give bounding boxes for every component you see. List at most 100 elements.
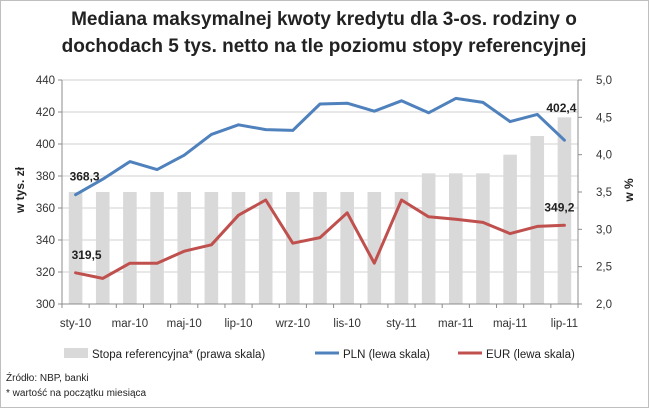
- bar-stopa: [231, 192, 246, 304]
- data-label-eur-last: 349,2: [544, 200, 574, 214]
- point-eur: [427, 215, 430, 218]
- bar-stopa: [557, 117, 572, 304]
- point-eur: [508, 232, 512, 235]
- y-axis-right-title: w %: [622, 178, 636, 203]
- y-left-tick-label: 300: [36, 299, 55, 311]
- y-right-tick-label: 3,5: [596, 187, 612, 199]
- chart-title-line1: Mediana maksymalnej kwoty kredytu dla 3-…: [71, 9, 577, 30]
- y-right-tick-label: 4,5: [596, 112, 612, 124]
- footnote: * wartość na początku miesiąca: [6, 388, 147, 399]
- axes: 300 320 340 360 380 400 420 440 2,0 2,5 3,0 3,5 4,0 4…: [36, 75, 612, 330]
- point-pln: [508, 120, 512, 123]
- point-eur: [237, 214, 240, 217]
- point-pln: [155, 168, 159, 171]
- point-eur: [318, 236, 322, 239]
- point-eur: [74, 271, 77, 274]
- point-pln: [183, 154, 186, 157]
- point-eur: [264, 198, 267, 202]
- source-note: Źródło: NBP, banki: [6, 371, 89, 384]
- point-pln: [210, 133, 213, 136]
- bar-stopa: [449, 173, 463, 304]
- y-left-tick-label: 400: [36, 139, 55, 151]
- line-series: [74, 96, 566, 280]
- legend-label-pln: PLN (lewa skala): [343, 349, 430, 361]
- bar-stopa: [421, 173, 436, 304]
- x-tick-label: sty-10: [60, 318, 91, 330]
- point-pln: [373, 110, 376, 113]
- point-eur: [101, 277, 104, 280]
- bar-stopa: [503, 154, 517, 304]
- y-right-tick-label: 3,0: [596, 224, 612, 236]
- point-pln: [237, 123, 240, 127]
- x-tick-label: maj-10: [167, 318, 202, 330]
- bar-stopa: [68, 192, 83, 304]
- point-pln: [345, 102, 349, 105]
- y-left-tick-label: 320: [36, 267, 55, 279]
- point-eur: [400, 198, 403, 202]
- x-tick-label: maj-11: [493, 318, 527, 330]
- point-pln: [74, 193, 77, 196]
- y-left-tick-label: 420: [36, 107, 55, 119]
- point-eur: [345, 211, 349, 214]
- bar-stopa: [150, 192, 164, 304]
- legend-label-stopa: Stopa referencyjna* (prawa skala): [92, 349, 265, 361]
- point-pln: [101, 178, 104, 181]
- y-right-tick-label: 2,0: [596, 299, 612, 311]
- point-eur: [373, 262, 376, 265]
- point-pln: [481, 101, 485, 104]
- bar-stopa: [177, 192, 191, 304]
- y-axis-left-title: w tys. zł: [13, 166, 27, 214]
- point-pln: [291, 129, 295, 132]
- data-label-pln-last: 402,4: [546, 101, 576, 115]
- legend-label-eur: EUR (lewa skala): [486, 349, 575, 361]
- bar-stopa: [394, 192, 409, 304]
- point-eur: [563, 224, 566, 227]
- point-pln: [536, 113, 539, 116]
- point-eur: [481, 221, 485, 224]
- point-pln: [427, 111, 430, 115]
- chart-title-line2: dochodach 5 tys. netto na tle poziomu st…: [62, 36, 587, 57]
- y-left-tick-label: 380: [36, 171, 55, 183]
- y-left-tick-label: 340: [36, 235, 55, 247]
- bar-stopa: [286, 192, 300, 304]
- x-tick-label: mar-11: [438, 318, 474, 330]
- point-pln: [454, 97, 457, 100]
- data-label-eur-first: 319,5: [72, 248, 102, 262]
- bar-stopa: [530, 136, 545, 304]
- bar-stopa: [123, 192, 137, 304]
- bar-series-stopa: [68, 117, 572, 304]
- point-pln: [264, 128, 267, 131]
- x-tick-label: lip-11: [551, 318, 578, 330]
- y-right-tick-label: 5,0: [596, 75, 612, 87]
- data-labels: 368,3 402,4 319,5 349,2: [70, 101, 577, 262]
- point-eur: [536, 225, 539, 228]
- bar-stopa: [367, 192, 382, 304]
- data-label-pln-first: 368,3: [70, 170, 100, 184]
- point-eur: [183, 250, 186, 253]
- point-eur: [291, 242, 295, 245]
- x-tick-label: lip-10: [224, 318, 252, 330]
- point-pln: [128, 160, 132, 163]
- point-pln: [318, 102, 322, 106]
- gridlines: [62, 79, 578, 273]
- x-tick-label: mar-10: [112, 318, 148, 330]
- point-eur: [210, 243, 213, 246]
- bar-stopa: [204, 192, 219, 304]
- point-pln: [563, 138, 566, 142]
- y-right-tick-label: 4,0: [596, 150, 612, 162]
- y-left-tick-label: 360: [36, 203, 55, 215]
- point-eur: [128, 262, 132, 265]
- legend-swatch-stopa: [64, 348, 88, 358]
- bar-stopa: [340, 192, 354, 304]
- y-left-tick-label: 440: [36, 75, 55, 87]
- legend: Stopa referencyjna* (prawa skala) PLN (l…: [64, 348, 575, 361]
- line-series-pln: [74, 96, 566, 197]
- point-eur: [454, 218, 457, 221]
- x-tick-label: wrz-10: [275, 318, 311, 330]
- bar-stopa: [476, 173, 490, 304]
- bar-stopa: [313, 192, 327, 304]
- x-tick-label: lis-10: [333, 318, 360, 330]
- y-right-tick-label: 2,5: [596, 262, 612, 274]
- bar-stopa: [258, 192, 273, 304]
